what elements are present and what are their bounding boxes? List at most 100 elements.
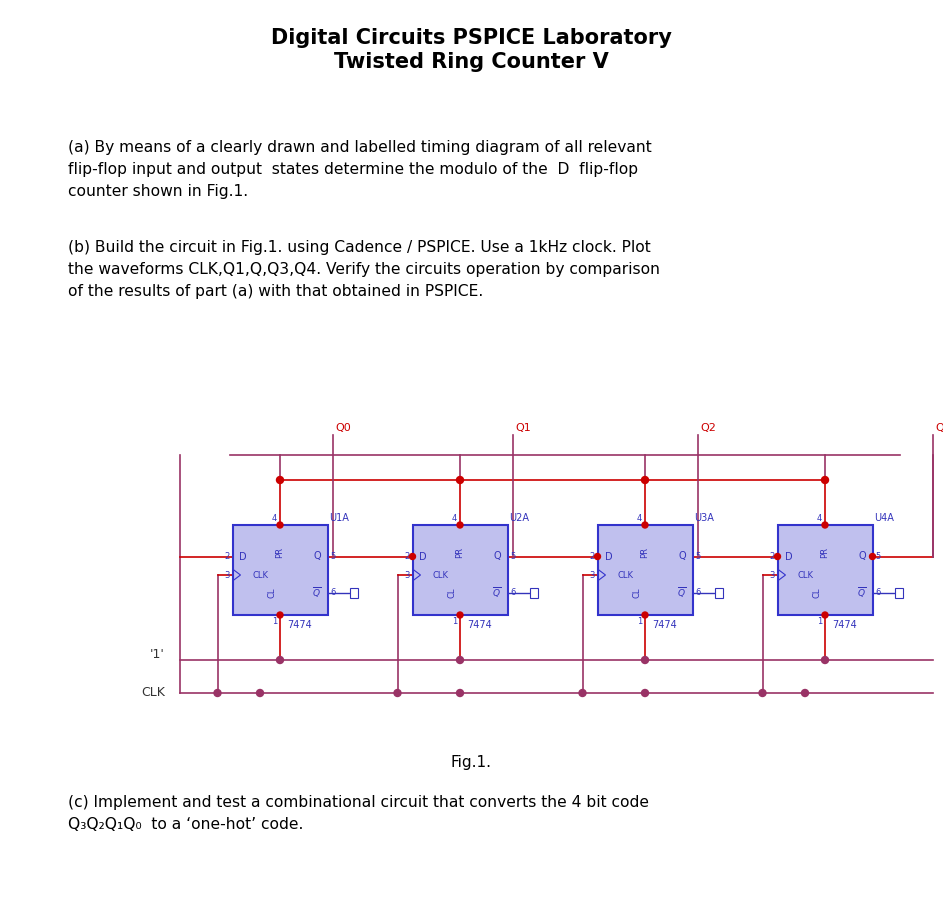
Text: U4A: U4A <box>874 513 894 523</box>
Text: 7474: 7474 <box>653 620 677 630</box>
Bar <box>715 588 722 598</box>
Text: 6: 6 <box>875 588 881 597</box>
Text: $\overline{Q}$: $\overline{Q}$ <box>677 585 687 600</box>
Circle shape <box>456 689 464 697</box>
Text: CL: CL <box>633 588 641 598</box>
Text: Twisted Ring Counter V: Twisted Ring Counter V <box>334 52 609 72</box>
Text: 7474: 7474 <box>288 620 312 630</box>
Text: 5: 5 <box>696 552 701 561</box>
Text: CL: CL <box>268 588 276 598</box>
Circle shape <box>456 476 464 483</box>
Circle shape <box>821 656 829 663</box>
Text: 5: 5 <box>330 552 336 561</box>
Circle shape <box>642 522 648 528</box>
Text: 4: 4 <box>272 514 277 523</box>
Text: Q3: Q3 <box>935 423 943 433</box>
Text: Q: Q <box>679 552 687 562</box>
Text: 3: 3 <box>769 571 774 580</box>
Text: $\overline{Q}$: $\overline{Q}$ <box>492 585 502 600</box>
Circle shape <box>822 612 828 618</box>
Text: counter shown in Fig.1.: counter shown in Fig.1. <box>68 184 248 199</box>
Circle shape <box>276 476 284 483</box>
Text: 1: 1 <box>637 617 642 626</box>
Text: 4: 4 <box>452 514 457 523</box>
Text: D: D <box>604 552 612 562</box>
Text: D: D <box>240 552 247 562</box>
Circle shape <box>641 689 649 697</box>
Text: 2: 2 <box>405 552 409 561</box>
Text: 6: 6 <box>696 588 701 597</box>
Circle shape <box>256 689 263 697</box>
Circle shape <box>822 522 828 528</box>
Circle shape <box>641 656 649 663</box>
Circle shape <box>276 656 284 663</box>
Text: CL: CL <box>813 588 821 598</box>
Text: 7474: 7474 <box>833 620 857 630</box>
Text: 4: 4 <box>817 514 822 523</box>
Text: U2A: U2A <box>509 513 530 523</box>
Text: PR: PR <box>640 546 650 557</box>
Text: CLK: CLK <box>618 571 634 580</box>
Text: the waveforms CLK,Q1,Q,Q3,Q4. Verify the circuits operation by comparison: the waveforms CLK,Q1,Q,Q3,Q4. Verify the… <box>68 262 660 277</box>
Bar <box>350 588 357 598</box>
Text: D: D <box>420 552 427 562</box>
Text: Digital Circuits PSPICE Laboratory: Digital Circuits PSPICE Laboratory <box>271 28 672 48</box>
Bar <box>777 525 872 615</box>
Text: 2: 2 <box>224 552 229 561</box>
Circle shape <box>759 689 766 697</box>
Text: 3: 3 <box>405 571 409 580</box>
Text: flip-flop input and output  states determine the modulo of the  D  flip-flop: flip-flop input and output states determ… <box>68 162 638 177</box>
Circle shape <box>214 689 221 697</box>
Text: CLK: CLK <box>433 571 449 580</box>
Text: '1': '1' <box>150 649 165 662</box>
Text: 1: 1 <box>272 617 277 626</box>
Bar <box>530 588 538 598</box>
Text: CL: CL <box>448 588 456 598</box>
Text: 6: 6 <box>330 588 336 597</box>
Text: 7474: 7474 <box>468 620 492 630</box>
Bar <box>598 525 692 615</box>
Text: 2: 2 <box>589 552 594 561</box>
Text: of the results of part (a) with that obtained in PSPICE.: of the results of part (a) with that obt… <box>68 284 483 299</box>
Circle shape <box>642 612 648 618</box>
Text: U3A: U3A <box>694 513 715 523</box>
Circle shape <box>394 689 401 697</box>
Text: PR: PR <box>455 546 465 557</box>
Circle shape <box>456 656 464 663</box>
Text: Q: Q <box>494 552 502 562</box>
Text: CLK: CLK <box>141 687 165 699</box>
Circle shape <box>409 554 416 560</box>
Text: Q: Q <box>859 552 867 562</box>
Bar <box>233 525 327 615</box>
Text: Fig.1.: Fig.1. <box>451 755 492 770</box>
Text: D: D <box>785 552 792 562</box>
Bar <box>412 525 507 615</box>
Text: Q: Q <box>314 552 322 562</box>
Text: 3: 3 <box>589 571 594 580</box>
Circle shape <box>457 522 463 528</box>
Text: U1A: U1A <box>329 513 349 523</box>
Text: $\overline{Q}$: $\overline{Q}$ <box>857 585 867 600</box>
Circle shape <box>277 522 283 528</box>
Text: PR: PR <box>275 546 285 557</box>
Text: $\overline{Q}$: $\overline{Q}$ <box>312 585 322 600</box>
Text: Q2: Q2 <box>701 423 717 433</box>
Text: 5: 5 <box>510 552 516 561</box>
Text: 1: 1 <box>817 617 822 626</box>
Text: 4: 4 <box>637 514 642 523</box>
Text: (b) Build the circuit in Fig.1. using Cadence / PSPICE. Use a 1kHz clock. Plot: (b) Build the circuit in Fig.1. using Ca… <box>68 240 651 255</box>
Circle shape <box>277 612 283 618</box>
Text: PR: PR <box>820 546 830 557</box>
Text: (a) By means of a clearly drawn and labelled timing diagram of all relevant: (a) By means of a clearly drawn and labe… <box>68 140 652 155</box>
Text: (c) Implement and test a combinational circuit that converts the 4 bit code: (c) Implement and test a combinational c… <box>68 795 649 810</box>
Text: 2: 2 <box>769 552 774 561</box>
Bar <box>895 588 902 598</box>
Text: Q₃Q₂Q₁Q₀  to a ‘one-hot’ code.: Q₃Q₂Q₁Q₀ to a ‘one-hot’ code. <box>68 817 304 832</box>
Text: CLK: CLK <box>253 571 269 580</box>
Circle shape <box>869 554 875 560</box>
Circle shape <box>821 476 829 483</box>
Circle shape <box>457 612 463 618</box>
Text: Q1: Q1 <box>516 423 531 433</box>
Circle shape <box>641 476 649 483</box>
Text: 1: 1 <box>452 617 457 626</box>
